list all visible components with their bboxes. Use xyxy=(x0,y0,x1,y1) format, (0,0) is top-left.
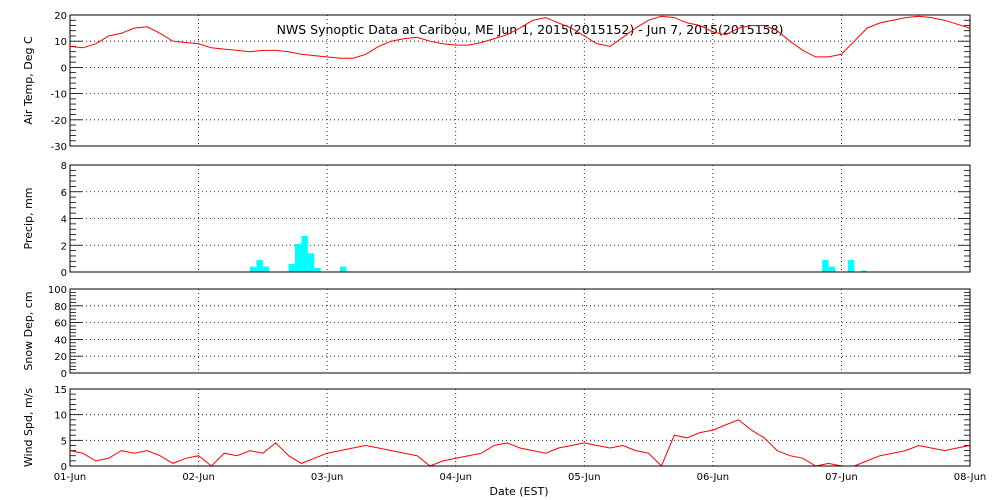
precip-bar xyxy=(301,235,308,272)
panel-frame xyxy=(69,288,971,374)
y-axis-label-snow-depth: Snow Dep, cm xyxy=(22,291,35,370)
precip-bar xyxy=(314,267,321,272)
x-tick-label: 08-Jun xyxy=(954,472,987,483)
series-line-air-temp xyxy=(69,15,971,59)
y-tick-label: 10 xyxy=(54,37,67,48)
precip-bar xyxy=(860,270,868,272)
precip-bar xyxy=(847,259,855,272)
y-tick-label: 0 xyxy=(61,268,67,279)
y-tick-label: 5 xyxy=(61,436,67,447)
y-tick-label: 80 xyxy=(54,302,67,313)
precip-bar xyxy=(262,266,270,272)
y-tick-label: -20 xyxy=(51,116,67,127)
y-axis-label-precip: Precip, mm xyxy=(22,188,35,250)
y-tick-label: -10 xyxy=(51,90,67,101)
y-tick-label: 8 xyxy=(61,161,67,172)
y-tick-label: 10 xyxy=(54,411,67,422)
y-tick-label: 6 xyxy=(61,188,67,199)
precip-bar xyxy=(822,259,829,272)
y-tick-label: 20 xyxy=(54,352,67,363)
precip-bar xyxy=(256,259,263,272)
panel-wind-speed: 0 5 10 15 Wind Spd, m/s xyxy=(22,385,971,473)
y-tick-label: 20 xyxy=(54,11,67,22)
y-axis-label-wind-speed: Wind Spd, m/s xyxy=(22,388,35,468)
precip-bar xyxy=(250,266,257,272)
x-tick-label: 01-Jun xyxy=(54,472,87,483)
panel-precip: 0 2 4 6 8 Precip, mm xyxy=(22,161,971,279)
y-tick-label: 0 xyxy=(61,462,67,473)
x-tick-label: 05-Jun xyxy=(568,472,601,483)
panel-frame xyxy=(69,14,971,147)
chart-title: NWS Synoptic Data at Caribou, ME Jun 1, … xyxy=(277,22,784,37)
x-tick-label: 06-Jun xyxy=(697,472,730,483)
x-tick-labels: 01-Jun 02-Jun 03-Jun 04-Jun 05-Jun 06-Jun 07-J… xyxy=(54,472,987,483)
x-axis-label: Date (EST) xyxy=(489,485,548,498)
x-tick-label: 07-Jun xyxy=(825,472,858,483)
precip-bar xyxy=(288,263,295,272)
x-tick-label: 02-Jun xyxy=(182,472,215,483)
panel-air-temp: 20 10 0 -10 -20 -30 Air Temp, Deg C xyxy=(22,11,971,153)
x-tick-label: 03-Jun xyxy=(311,472,344,483)
panel-frame xyxy=(69,164,971,273)
y-tick-label: 4 xyxy=(61,215,67,226)
precip-bar xyxy=(295,243,302,272)
precip-bar xyxy=(307,253,315,272)
y-tick-label: 2 xyxy=(61,241,67,252)
precip-bar xyxy=(340,266,347,272)
y-tick-label: 100 xyxy=(48,285,67,296)
y-tick-label: 40 xyxy=(54,335,67,346)
y-tick-label: -30 xyxy=(51,142,67,153)
series-line-wind-speed xyxy=(69,419,971,467)
y-tick-label: 60 xyxy=(54,319,67,330)
panel-snow-depth: 0 20 40 60 80 100 Snow Dep, cm xyxy=(22,285,971,380)
y-tick-label: 0 xyxy=(61,63,67,74)
x-tick-label: 04-Jun xyxy=(439,472,472,483)
y-axis-label-air-temp: Air Temp, Deg C xyxy=(22,36,35,125)
y-tick-label: 15 xyxy=(54,385,67,396)
y-tick-label: 0 xyxy=(61,369,67,380)
precip-bar xyxy=(828,266,835,272)
panel-frame xyxy=(69,388,971,467)
